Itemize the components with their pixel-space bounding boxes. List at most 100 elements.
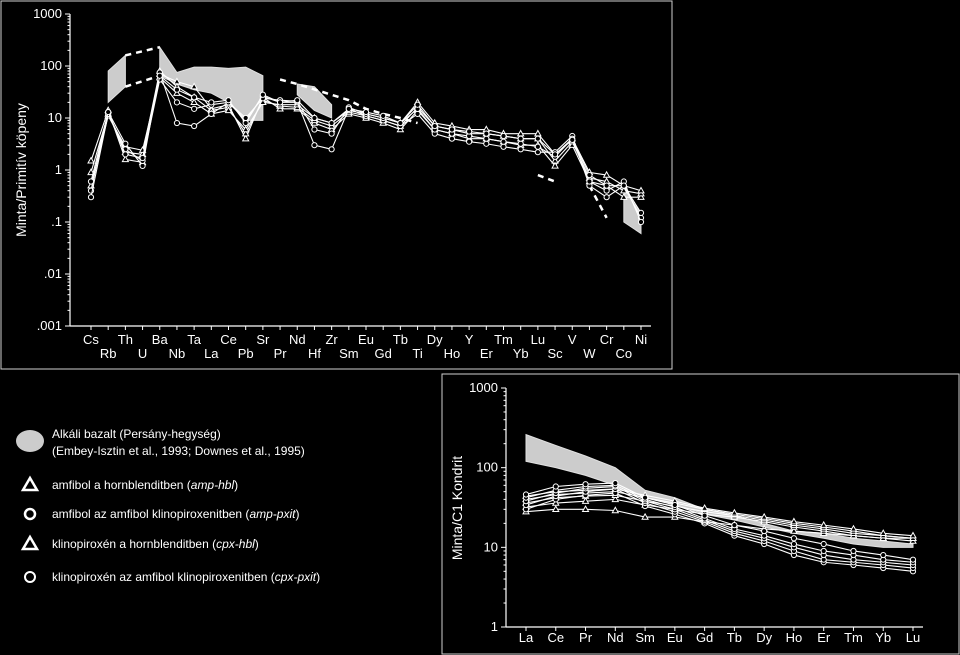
spider-x-tick-label: Ho: [444, 346, 461, 361]
spider-circle-point: [156, 72, 163, 79]
spider-circle-point: [586, 178, 593, 185]
spider-circle-point: [586, 171, 593, 179]
spider-circle-point: [225, 97, 232, 104]
ree-x-tick-label: Yb: [875, 630, 891, 645]
spider-x-tick-label: Hf: [308, 346, 321, 361]
spider-triangle-point: [619, 192, 628, 200]
spider-circle-point: [294, 97, 301, 104]
ree-axes: 1000 100 10 1 La Ce Pr Nd Sm Eu Gd Tb Dy Ho Er Tm Yb Lu: [469, 380, 923, 645]
spider-circle-point: [637, 218, 645, 226]
spider-x-tick-label: V: [568, 332, 577, 347]
spider-x-tick-label: Eu: [358, 332, 374, 347]
ree-series-line: [525, 492, 914, 572]
spider-y-tick-label: .001: [37, 318, 62, 333]
ree-y-tick-label: 1000: [469, 380, 498, 395]
legend-circle-icon: [23, 507, 37, 521]
spider-field-dashed-boundary: [125, 45, 418, 125]
legend-item-cpx-hbl: klinopiroxén a hornblenditben (cpx-hbl): [52, 537, 259, 551]
ree-triangle-point: [611, 506, 620, 514]
spider-circle-point: [431, 122, 438, 130]
spider-circle-point: [603, 187, 610, 194]
spider-circle-point: [191, 94, 198, 101]
ree-x-tick-label: Lu: [906, 630, 920, 645]
ree-y-tick-label: 10: [484, 539, 498, 554]
spider-series-line: [90, 76, 642, 192]
spider-circle-point: [483, 135, 490, 142]
spider-x-tick-label: Nd: [289, 332, 306, 347]
spider-circle-point: [122, 151, 129, 158]
spider-circle-point: [259, 91, 266, 98]
spider-triangle-point: [121, 155, 130, 163]
ree-x-tick-label: Ho: [786, 630, 803, 645]
ree-series-line: [525, 484, 914, 563]
ree-circle-point: [522, 491, 530, 498]
spider-triangle-point: [602, 170, 611, 178]
spider-x-tick-label: Yb: [513, 346, 529, 361]
spider-field-area: [623, 186, 642, 235]
spider-x-tick-label: Ni: [635, 332, 647, 347]
ree-x-tick-label: La: [519, 630, 534, 645]
ree-triangle-point: [581, 505, 590, 513]
legend-circle-icon: [24, 571, 36, 583]
spider-circle-point: [534, 149, 541, 156]
spider-x-tick-label: Ta: [187, 332, 202, 347]
spider-triangle-point: [551, 156, 559, 164]
ree-x-tick-label: Dy: [756, 630, 772, 645]
spider-x-tick-label: W: [583, 346, 596, 361]
ree-y-tick-label: 100: [476, 460, 498, 475]
ree-triangle-point: [551, 498, 560, 506]
ree-series-line: [525, 488, 914, 537]
spider-x-tick-label: Co: [616, 346, 633, 361]
spider-circle-point: [173, 119, 181, 127]
spider-x-tick-label: Rb: [100, 346, 117, 361]
spider-circle-point: [534, 135, 541, 142]
spider-triangle-point: [259, 98, 267, 106]
spider-x-tick-label: Tm: [494, 332, 513, 347]
spider-y-axis-label: Minta/Primitív köpeny: [13, 103, 29, 237]
spider-circle-point: [87, 178, 95, 185]
ree-circle-point: [820, 540, 827, 548]
legend-field-source: (Embey-Isztin et al., 1993; Downes et al…: [52, 444, 305, 458]
spider-circle-point: [139, 154, 146, 162]
ree-series-line: [525, 498, 914, 542]
spider-circle-point: [466, 138, 473, 145]
ree-triangle-point: [790, 526, 798, 534]
spider-y-tick-label: 1000: [33, 6, 62, 21]
spider-x-tick-label: Lu: [531, 332, 545, 347]
spider-circle-point: [620, 182, 627, 189]
spider-circle-point: [500, 132, 507, 140]
legend-triangle-icon: [20, 475, 40, 492]
alkali-basalt-field: [107, 45, 642, 235]
ree-triangle-point: [909, 531, 917, 539]
spider-circle-point: [603, 182, 610, 189]
spider-circle-point: [242, 119, 249, 127]
ree-x-tick-label: Sm: [635, 630, 655, 645]
spider-circle-point: [311, 114, 318, 122]
ree-triangle-point: [700, 503, 709, 511]
spider-circle-point: [448, 135, 456, 142]
ree-circle-point: [641, 494, 649, 501]
ree-triangle-point: [551, 505, 560, 513]
spider-x-tick-label: Cs: [83, 332, 99, 347]
spider-triangle-point: [87, 156, 95, 164]
spider-triangle-point: [637, 186, 645, 194]
ree-triangle-point: [760, 512, 769, 520]
ree-x-tick-label: Nd: [607, 630, 624, 645]
spider-triangle-point: [224, 106, 233, 114]
spider-circle-point: [483, 130, 490, 137]
spider-circle-point: [328, 119, 335, 127]
spider-circle-point: [483, 140, 490, 147]
spider-circle-point: [603, 194, 610, 201]
spider-x-tick-label: Dy: [427, 332, 443, 347]
ree-triangle-point: [819, 520, 828, 528]
spider-x-tick-label: Sr: [256, 332, 270, 347]
spider-circle-point: [517, 140, 524, 147]
ree-x-tick-label: Gd: [696, 630, 713, 645]
ree-series-line: [525, 491, 914, 539]
spider-triangle-point: [241, 125, 250, 133]
ree-mineral-series: [522, 480, 917, 575]
spider-triangle-point: [619, 186, 628, 194]
ree-triangle-point: [641, 512, 649, 520]
